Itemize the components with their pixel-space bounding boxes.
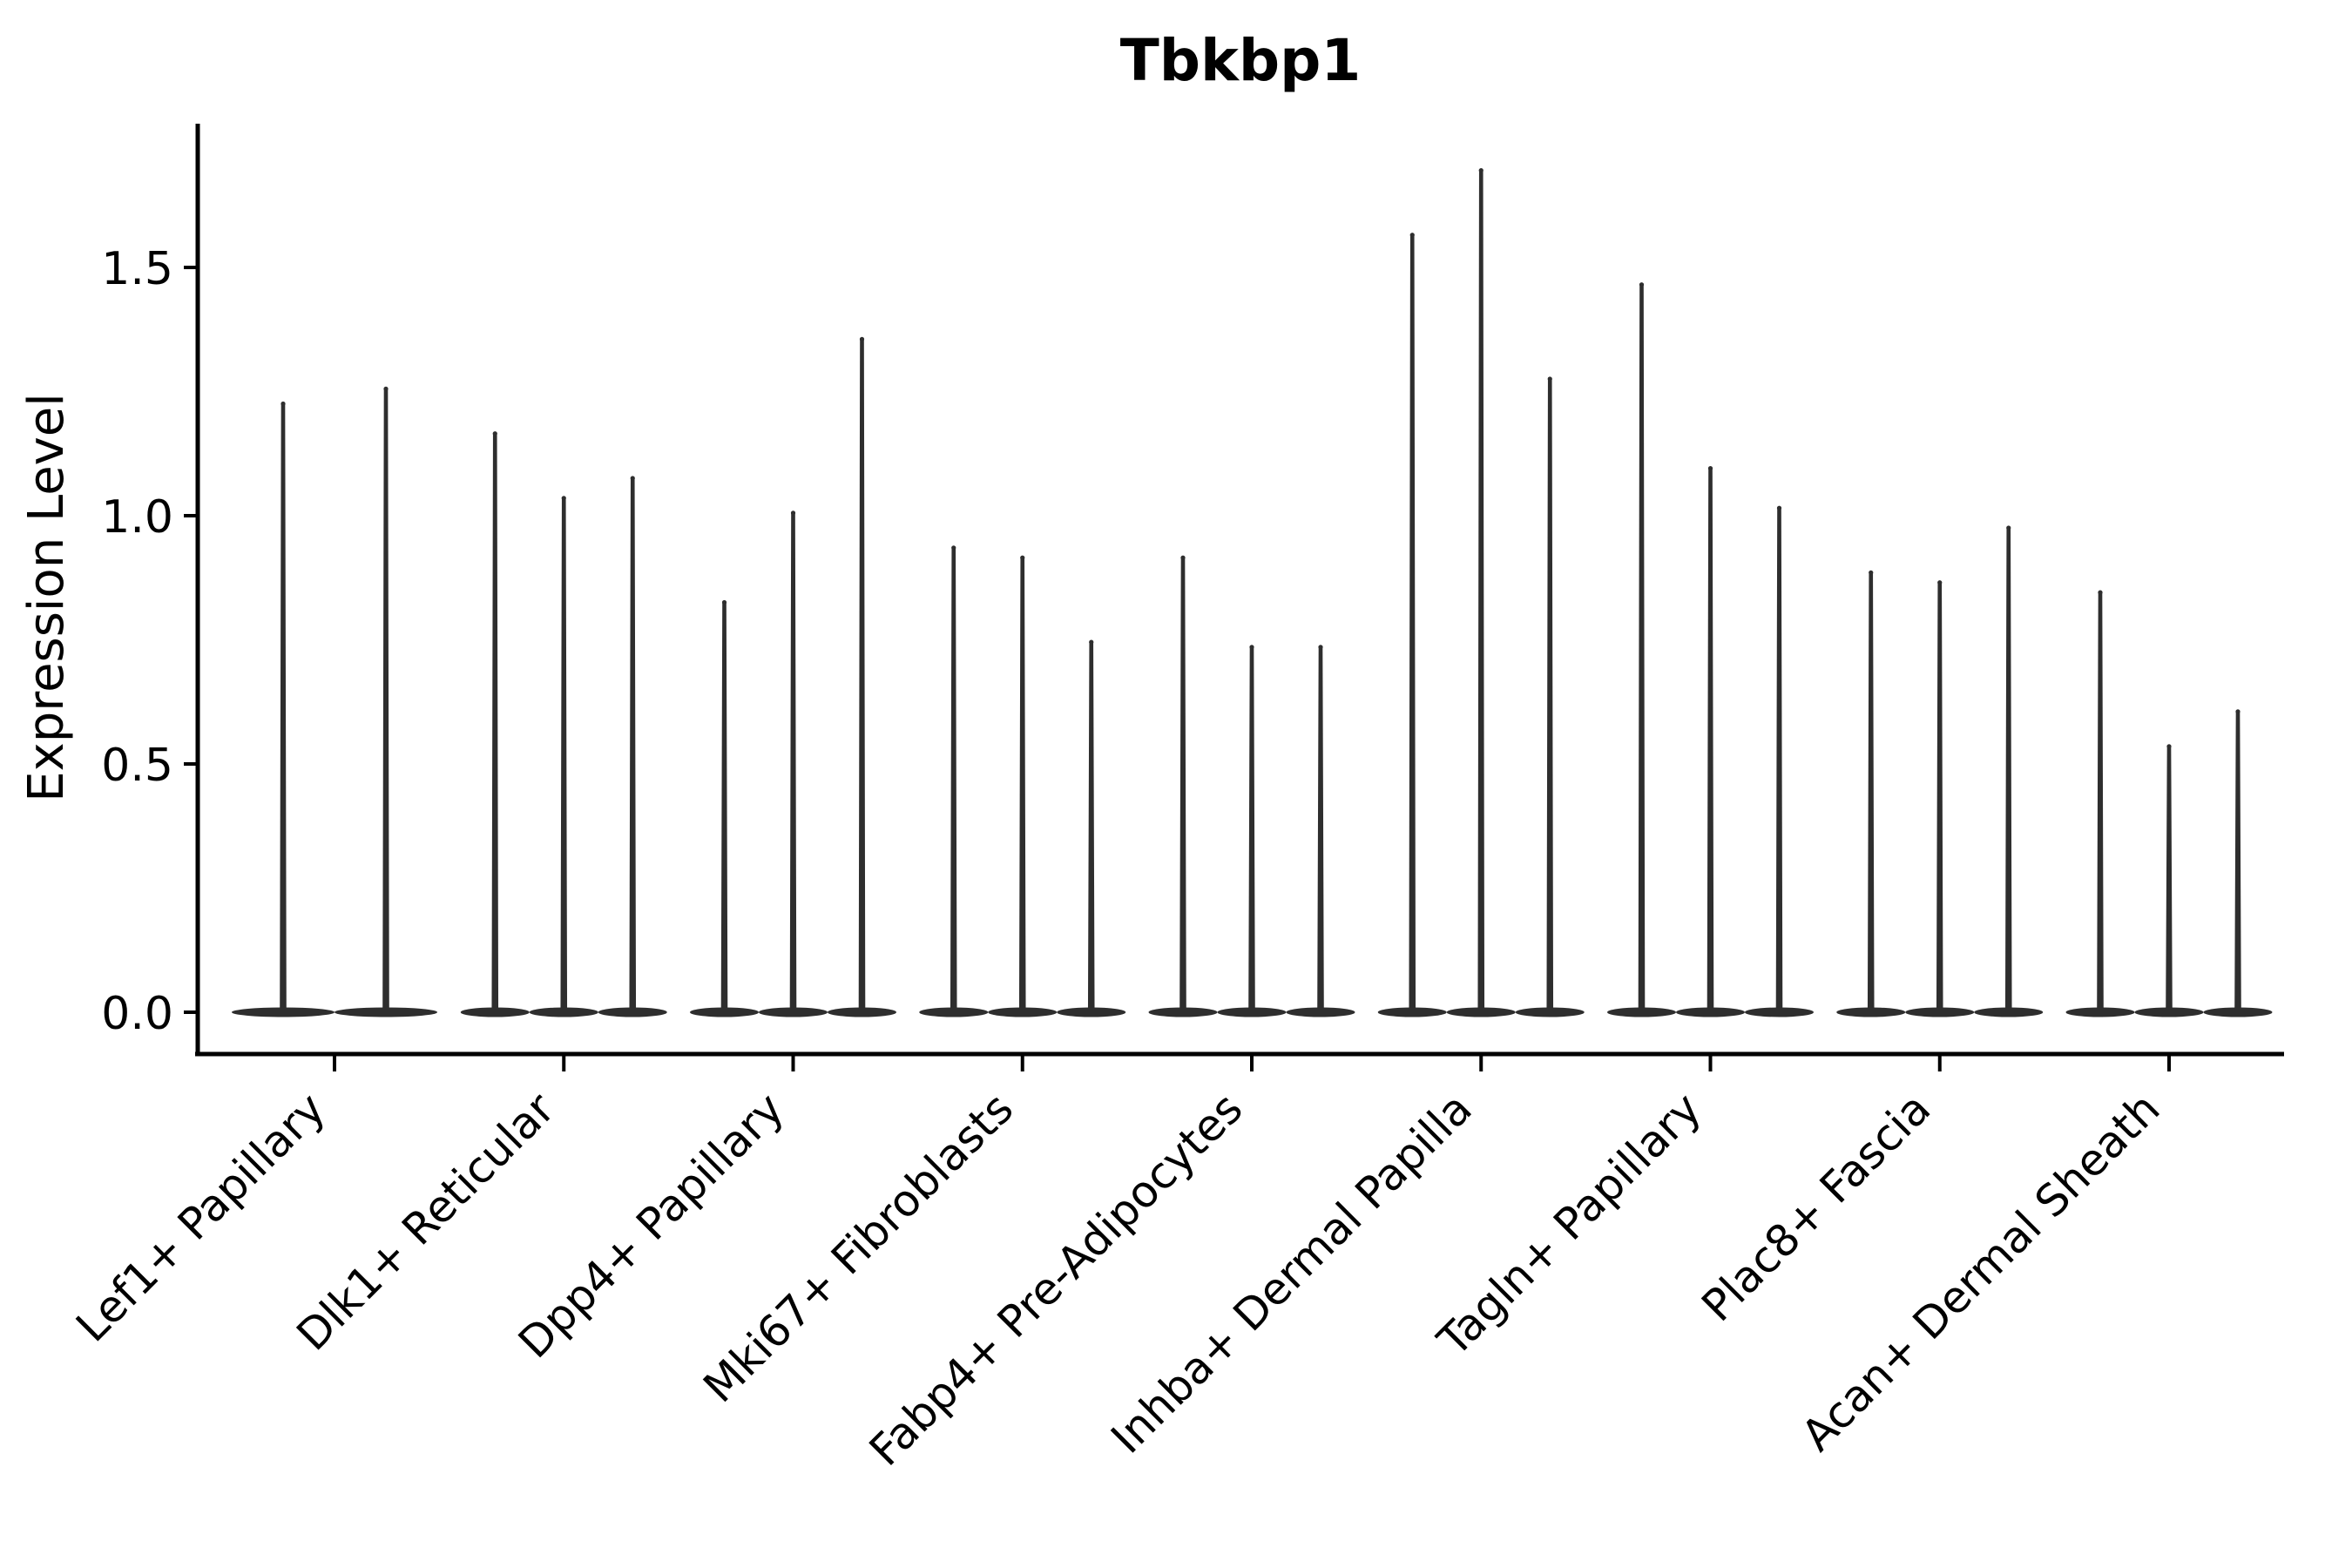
chart-title: Tbkbp1 [1120, 27, 1362, 94]
violin-spike-tip [383, 386, 389, 391]
violin-spike-tip [1089, 639, 1094, 645]
violin-spike [950, 546, 957, 1013]
x-tick-label: Fabp4+ Pre-Adipocytes [860, 1083, 1253, 1476]
violin-spike [1638, 283, 1646, 1013]
x-tick-label: Lef1+ Papillary [66, 1083, 335, 1351]
violin-spike [858, 338, 866, 1013]
violin-spike-tip [630, 476, 635, 481]
y-tick-label: 0.5 [101, 740, 173, 792]
y-axis-label: Expression Level [18, 393, 75, 802]
violin-spike-tip [951, 545, 956, 551]
violin-spike [1477, 169, 1485, 1013]
violin-spike-tip [1020, 555, 1025, 560]
violin-spike-tip [1318, 645, 1323, 650]
violin-spike [280, 402, 287, 1013]
violin-spike-tip [1180, 555, 1186, 560]
violin-spike [1248, 645, 1255, 1013]
violin-spike [720, 601, 728, 1013]
violin-spike-tip [721, 599, 727, 605]
violin-spike-tip [561, 496, 566, 501]
violin-spike [1546, 377, 1554, 1013]
violin-spike-tip [1707, 466, 1713, 471]
violin-spike [1087, 640, 1095, 1013]
violin-spike [629, 476, 637, 1013]
violin-spike-tip [280, 401, 286, 407]
y-tick-label: 0.0 [101, 988, 173, 1040]
violin-spike-tip [859, 336, 865, 341]
violin-spike [1707, 467, 1714, 1013]
violin-spike [2234, 710, 2241, 1013]
x-tick-label: Plac8+ Fascia [1693, 1083, 1941, 1331]
violin-spike [2004, 526, 2012, 1013]
violin-spike [560, 497, 568, 1013]
violin-spike-tip [2006, 525, 2011, 531]
violin-spike-tip [2166, 744, 2172, 749]
violin-spike [1775, 506, 1783, 1013]
violin-spike [1018, 556, 1026, 1013]
violin-spike [2097, 591, 2104, 1013]
violin-spike-tip [2098, 590, 2103, 595]
violin-spike [491, 432, 499, 1013]
violin-spike [382, 388, 389, 1013]
violin-spike [1317, 645, 1324, 1013]
violin-spike-tip [1937, 580, 1943, 585]
violin-series [232, 168, 2273, 1017]
violin-spike-tip [492, 431, 497, 436]
violin-spike [789, 511, 797, 1013]
violin-spike-tip [1776, 505, 1782, 510]
violin-spike-tip [790, 510, 796, 516]
violin-spike [1409, 233, 1416, 1013]
violin-spike-tip [1869, 570, 1874, 575]
violin-spike [1179, 556, 1186, 1013]
violin-spike-tip [1249, 645, 1254, 650]
y-tick-label: 1.5 [101, 243, 173, 295]
violin-spike [1936, 581, 1943, 1013]
violin-spike-tip [1409, 233, 1415, 238]
violin-spike-tip [2235, 709, 2240, 714]
violin-spike [1867, 571, 1875, 1013]
y-tick-label: 1.0 [101, 491, 173, 544]
y-axis-ticks: 0.0 0.5 1.0 1.5 [101, 243, 198, 1040]
violin-spike [2166, 745, 2173, 1013]
violin-spike-tip [1639, 282, 1645, 287]
violin-spike-tip [1547, 376, 1552, 382]
violin-spike-tip [1478, 168, 1484, 173]
